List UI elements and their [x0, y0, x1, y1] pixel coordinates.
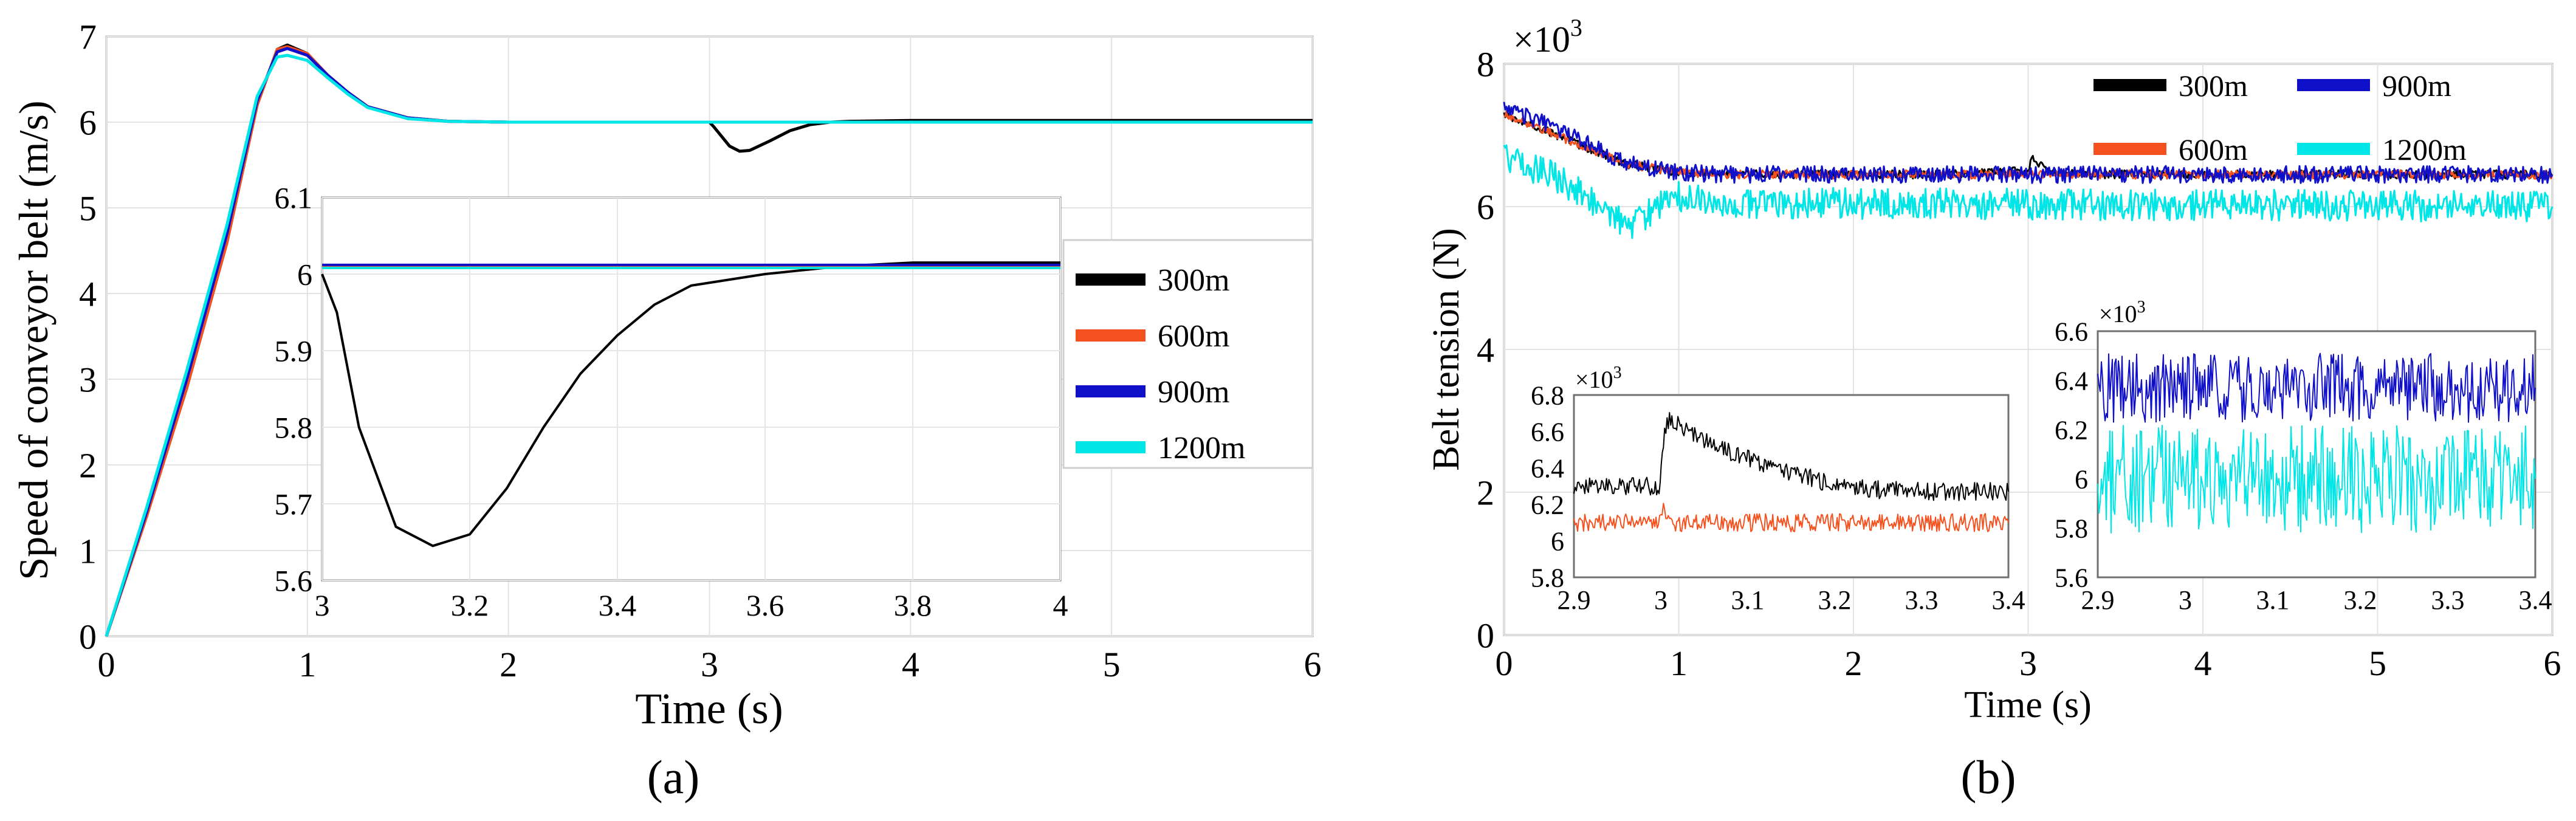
- x-tick-label: 3: [2019, 644, 2037, 683]
- y-tick-label: 6.2: [2055, 415, 2088, 445]
- y-tick-label: 6: [2075, 464, 2088, 494]
- panel-b-inset-1-multiplier-base: ×10: [1575, 366, 1613, 393]
- panel-b: 0123456 02468 ×103 Time (s) Belt tension…: [1426, 14, 2561, 803]
- x-tick-label: 3.8: [894, 588, 932, 622]
- y-tick-label: 6.2: [1531, 490, 1564, 520]
- x-tick-label: 3.2: [1818, 585, 1852, 615]
- y-tick-label: 5.9: [275, 334, 313, 368]
- panel-a-x-tick-labels: 0 1 2 3 4 5 6: [98, 645, 1322, 684]
- x-tick-label: 3.4: [1992, 585, 2025, 615]
- y-tick-label: 6.8: [1531, 380, 1564, 410]
- y-tick-label: 6: [79, 103, 97, 142]
- panel-b-x-tick-labels: 0 1 2 3 4 5 6: [1496, 644, 2561, 683]
- x-tick-label: 3.4: [599, 588, 637, 622]
- panel-a-x-axis-label: Time (s): [635, 684, 783, 733]
- panel-a-y-axis-label: Speed of conveyor belt (m/s): [10, 100, 57, 580]
- y-tick-label: 6.1: [275, 181, 313, 215]
- y-tick-label: 7: [79, 17, 97, 57]
- x-tick-label: 5: [2369, 644, 2386, 683]
- legend-label-600m: 600m: [2179, 132, 2248, 167]
- x-tick-label: 3.2: [451, 588, 489, 622]
- y-tick-label: 2: [79, 445, 97, 485]
- x-tick-label: 0: [1496, 644, 1513, 683]
- x-tick-label: 3.3: [2431, 585, 2465, 615]
- x-tick-label: 3.2: [2344, 585, 2377, 615]
- y-tick-label: 6: [1551, 526, 1564, 556]
- y-tick-label: 5.8: [1531, 563, 1564, 593]
- y-tick-label: 3: [79, 360, 97, 399]
- y-tick-label: 4: [1477, 330, 1494, 369]
- y-tick-label: 5: [79, 188, 97, 228]
- y-tick-label: 6.6: [2055, 317, 2088, 346]
- panel-a-y-tick-labels: 0 1 2 3 4 5 6 7: [79, 17, 97, 656]
- x-tick-label: 4: [1053, 588, 1068, 622]
- x-tick-label: 1: [298, 645, 316, 684]
- x-tick-label: 3.3: [1905, 585, 1939, 615]
- legend-label-1200m: 1200m: [2382, 132, 2467, 167]
- legend-label-900m: 900m: [2382, 69, 2451, 103]
- x-tick-label: 6: [1304, 645, 1322, 684]
- legend-label-900m: 900m: [1158, 375, 1229, 410]
- x-tick-label: 3: [315, 588, 330, 622]
- y-tick-label: 5.6: [2055, 563, 2088, 593]
- y-tick-label: 8: [1477, 44, 1494, 84]
- y-tick-label: 6: [1477, 187, 1494, 227]
- panel-b-inset-1-frame: [1574, 395, 2008, 577]
- y-tick-label: 0: [1477, 616, 1494, 655]
- panel-a: 0 1 2 3 4 5 6 0 1 2 3 4 5 6 7 Time (s) Speed of conve…: [10, 17, 1322, 803]
- panel-b-inset-2-multiplier-exp: 3: [2137, 298, 2146, 317]
- x-tick-label: 0: [98, 645, 115, 684]
- y-tick-label: 5.8: [275, 411, 313, 445]
- x-tick-label: 2: [1845, 644, 1863, 683]
- panel-a-inset-frame: [322, 198, 1060, 580]
- x-tick-label: 1: [1670, 644, 1688, 683]
- panel-b-caption: (b): [1961, 751, 2016, 803]
- legend-label-300m: 300m: [1158, 263, 1229, 298]
- legend-label-300m: 300m: [2179, 69, 2248, 103]
- y-tick-label: 5.7: [275, 487, 313, 521]
- x-tick-label: 4: [2194, 644, 2212, 683]
- panel-b-multiplier-base: ×10: [1513, 19, 1570, 60]
- x-tick-label: 2: [500, 645, 517, 684]
- x-tick-label: 3.4: [2519, 585, 2552, 615]
- x-tick-label: 5: [1103, 645, 1121, 684]
- y-tick-label: 6.4: [2055, 366, 2088, 396]
- x-tick-label: 3.1: [1731, 585, 1765, 615]
- legend-label-1200m: 1200m: [1158, 431, 1245, 465]
- panel-b-inset-2-multiplier-base: ×10: [2099, 300, 2137, 328]
- y-tick-label: 5.6: [275, 564, 313, 598]
- y-tick-label: 6: [297, 258, 312, 292]
- y-tick-label: 2: [1477, 473, 1494, 512]
- y-tick-label: 0: [79, 617, 97, 656]
- y-tick-label: 6.6: [1531, 417, 1564, 447]
- x-tick-label: 4: [902, 645, 919, 684]
- panel-b-multiplier: ×103: [1513, 14, 1582, 60]
- x-tick-label: 3: [1654, 585, 1668, 615]
- x-tick-label: 3: [701, 645, 718, 684]
- y-tick-label: 1: [79, 531, 97, 571]
- panel-b-x-axis-label: Time (s): [1964, 684, 2092, 726]
- panel-a-caption: (a): [647, 751, 700, 803]
- y-tick-label: 6.4: [1531, 453, 1564, 483]
- y-tick-label: 5.8: [2055, 514, 2088, 543]
- x-tick-label: 3.1: [2256, 585, 2290, 615]
- figure: 0123456 01234567 Time (s) Speed of conve…: [0, 0, 2576, 821]
- panel-b-y-tick-labels: 0 2 4 6 8: [1477, 44, 1494, 655]
- x-tick-label: 3: [2179, 585, 2192, 615]
- x-tick-label: 6: [2544, 644, 2561, 683]
- y-tick-label: 4: [79, 274, 97, 314]
- panel-b-multiplier-exp: 3: [1570, 14, 1582, 41]
- x-tick-label: 3.6: [746, 588, 785, 622]
- legend-label-600m: 600m: [1158, 319, 1229, 354]
- panel-b-y-axis-label: Belt tension (N): [1426, 228, 1467, 471]
- panel-b-inset-1-multiplier-exp: 3: [1613, 363, 1622, 382]
